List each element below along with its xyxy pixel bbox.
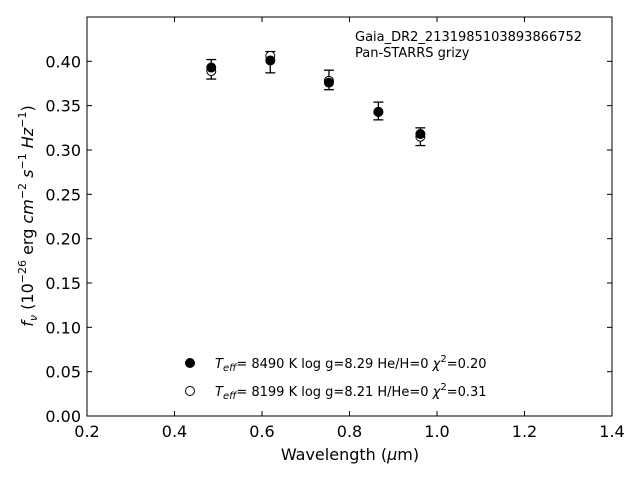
y-tick-label: 0.10: [45, 318, 81, 337]
legend-entry-2: Teff= 8199 K log g=8.21 H/He=0 χ2=0.31: [215, 382, 487, 402]
plot-area: [86, 16, 613, 417]
x-tick-label: 1.0: [424, 422, 449, 441]
y-tick-label: 0.00: [45, 407, 81, 426]
legend-entry-1: Teff= 8490 K log g=8.29 He/H=0 χ2=0.20: [215, 354, 487, 374]
legend-marker-open: [185, 386, 195, 396]
annotation-line-1: Gaia_DR2_2131985103893866752: [355, 30, 582, 45]
data-point-filled: [373, 106, 384, 117]
y-tick-label: 0.40: [45, 52, 81, 71]
data-point-filled: [265, 55, 276, 66]
x-tick-label: 0.4: [162, 422, 187, 441]
data-point-filled: [415, 129, 426, 140]
x-axis-label: Wavelength (μm): [281, 445, 419, 464]
y-tick-label: 0.05: [45, 363, 81, 382]
x-tick-label: 1.2: [512, 422, 537, 441]
x-tick-label: 0.6: [249, 422, 274, 441]
y-tick-label: 0.25: [45, 185, 81, 204]
data-point-filled: [206, 62, 217, 73]
x-tick-label: 0.8: [337, 422, 362, 441]
y-axis-label: fν (10−26 erg cm−2 s−1 Hz−1): [16, 105, 40, 326]
x-tick-label: 0.2: [74, 422, 99, 441]
legend-marker-filled: [185, 358, 195, 368]
y-tick-label: 0.35: [45, 97, 81, 116]
x-tick-label: 1.4: [599, 422, 624, 441]
legend: Teff= 8490 K log g=8.29 He/H=0 χ2=0.20 T…: [185, 354, 487, 402]
annotation-line-2: Pan-STARRS grizy: [355, 46, 470, 61]
data-point-filled: [323, 77, 334, 88]
y-tick-label: 0.20: [45, 230, 81, 249]
y-tick-label: 0.15: [45, 274, 81, 293]
y-tick-label: 0.30: [45, 141, 81, 160]
